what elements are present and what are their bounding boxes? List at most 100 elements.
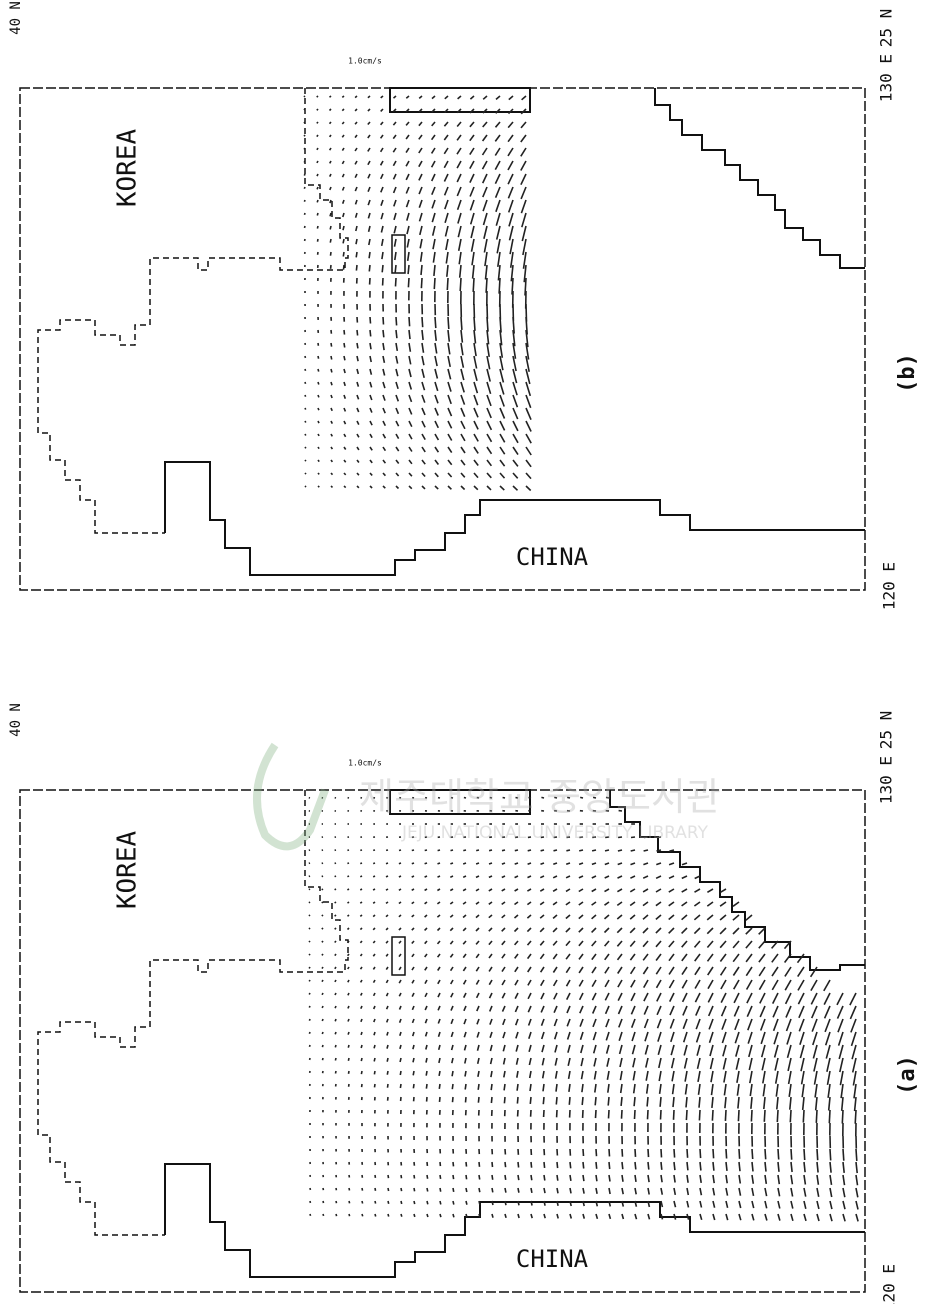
- current-vector: [322, 1200, 325, 1204]
- current-vector: [816, 1187, 820, 1197]
- current-vector: [669, 849, 675, 852]
- current-vector: [499, 420, 506, 431]
- current-vector: [525, 446, 532, 456]
- current-vector: [760, 1044, 766, 1058]
- current-vector: [330, 420, 334, 424]
- current-vector: [392, 160, 397, 167]
- current-vector: [475, 992, 480, 999]
- current-vector: [695, 1005, 701, 1016]
- current-vector: [408, 446, 413, 452]
- current-vector: [334, 875, 337, 878]
- current-vector: [603, 940, 610, 947]
- current-vector: [439, 1213, 442, 1218]
- current-vector: [488, 862, 493, 865]
- current-vector: [462, 927, 467, 932]
- current-vector: [316, 147, 319, 151]
- current-vector: [634, 1213, 638, 1220]
- current-vector: [733, 1005, 740, 1017]
- current-vector: [568, 1083, 571, 1093]
- current-vector: [491, 1161, 494, 1168]
- current-vector: [580, 1070, 584, 1080]
- current-vector: [452, 1161, 455, 1167]
- current-vector: [501, 927, 506, 932]
- current-vector: [387, 1213, 390, 1217]
- current-vector: [408, 407, 413, 415]
- current-vector: [696, 1057, 701, 1069]
- current-vector: [507, 121, 514, 129]
- current-vector: [473, 433, 479, 442]
- current-vector: [347, 1018, 350, 1022]
- east-coast: [609, 790, 865, 971]
- current-vector: [463, 1005, 467, 1012]
- current-vector: [469, 160, 475, 169]
- current-vector: [811, 1018, 818, 1032]
- current-vector: [447, 342, 451, 355]
- current-vector: [732, 966, 740, 976]
- current-vector: [473, 485, 479, 491]
- current-vector: [450, 1018, 454, 1025]
- current-vector: [343, 381, 346, 387]
- current-vector: [359, 901, 363, 904]
- current-vector: [681, 901, 688, 907]
- current-vector: [660, 1174, 663, 1183]
- current-vector: [630, 862, 636, 866]
- current-vector: [452, 1187, 455, 1193]
- current-vector: [763, 1109, 766, 1122]
- current-vector: [525, 472, 532, 480]
- current-vector: [405, 186, 410, 194]
- current-vector: [706, 940, 714, 949]
- current-vector: [499, 316, 502, 333]
- current-vector: [514, 901, 519, 906]
- current-vector: [682, 1005, 688, 1016]
- current-vector: [656, 849, 662, 852]
- current-vector: [462, 953, 467, 959]
- current-vector: [303, 108, 306, 111]
- current-vector: [436, 927, 441, 932]
- current-vector: [334, 966, 337, 970]
- current-vector: [672, 1096, 675, 1108]
- current-vector: [720, 1005, 727, 1017]
- current-vector: [451, 1057, 454, 1064]
- current-vector: [565, 940, 571, 947]
- current-vector: [646, 1096, 649, 1107]
- current-vector: [515, 1031, 519, 1039]
- current-vector: [343, 459, 347, 463]
- current-vector: [316, 199, 319, 203]
- current-vector: [643, 836, 649, 839]
- current-vector: [528, 796, 532, 799]
- current-vector: [374, 1187, 377, 1191]
- current-vector: [475, 862, 480, 865]
- current-vector: [341, 95, 345, 99]
- current-vector: [711, 1096, 714, 1108]
- current-vector: [354, 108, 358, 112]
- current-vector: [839, 1070, 844, 1086]
- current-vector: [771, 966, 779, 977]
- current-vector: [360, 1044, 363, 1049]
- current-vector: [413, 1187, 416, 1192]
- current-vector: [668, 888, 675, 893]
- current-vector: [656, 862, 662, 866]
- current-vector: [413, 1213, 416, 1218]
- current-vector: [393, 199, 397, 207]
- current-vector: [499, 472, 506, 479]
- current-vector: [621, 1213, 625, 1220]
- current-vector: [372, 862, 376, 865]
- current-vector: [354, 199, 358, 205]
- current-vector: [647, 1174, 650, 1183]
- current-vector: [499, 355, 504, 371]
- current-vector: [512, 316, 515, 334]
- current-vector: [749, 1070, 753, 1084]
- current-vector: [334, 888, 337, 891]
- current-vector: [619, 1070, 623, 1081]
- current-vector: [816, 1213, 820, 1222]
- current-vector: [464, 1096, 467, 1103]
- current-vector: [556, 1200, 559, 1206]
- current-vector: [342, 212, 345, 218]
- current-vector: [449, 966, 454, 972]
- current-vector: [317, 472, 320, 475]
- current-vector: [469, 199, 475, 211]
- current-vector: [438, 1057, 441, 1064]
- current-vector: [334, 1005, 337, 1009]
- current-vector: [497, 264, 501, 281]
- current-vector: [434, 329, 437, 341]
